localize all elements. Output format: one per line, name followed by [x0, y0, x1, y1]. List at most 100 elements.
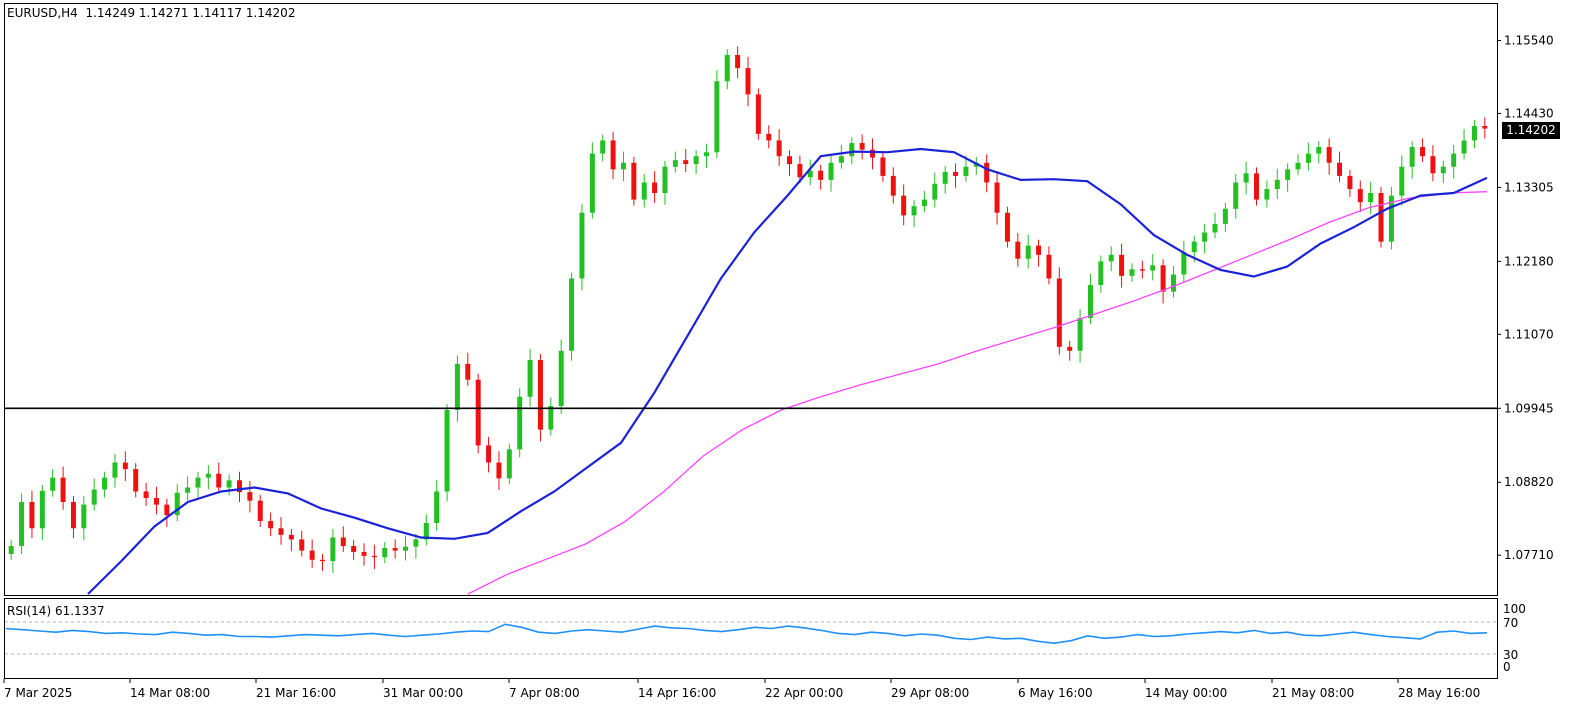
candle-body: [1098, 261, 1104, 286]
candle-body: [1036, 245, 1042, 255]
candle-body: [901, 195, 907, 216]
candle-body: [1015, 241, 1021, 259]
candle-body: [1243, 173, 1249, 183]
candle-body: [1274, 179, 1280, 190]
time-axis-label: 22 Apr 00:00: [765, 686, 843, 700]
candle-body: [1471, 125, 1477, 141]
candle-body: [216, 473, 222, 488]
candle-body: [268, 521, 274, 529]
candle-body: [299, 539, 305, 551]
candle-body: [1004, 212, 1010, 242]
candle-body: [610, 140, 616, 170]
candle-body: [1264, 189, 1270, 200]
candle-body: [205, 473, 211, 478]
candle-body: [548, 405, 554, 430]
candle-body: [91, 489, 97, 505]
candle-body: [1285, 169, 1291, 180]
candle-body: [392, 547, 398, 551]
candle-body: [257, 500, 263, 522]
candle-body: [1025, 245, 1031, 259]
candle-body: [1046, 254, 1052, 279]
candle-body: [662, 166, 668, 194]
symbol-label: EURUSD,H4: [7, 6, 78, 20]
candle-body: [849, 143, 855, 157]
candle-body: [19, 501, 25, 547]
candle-body: [641, 182, 647, 200]
candle-body: [1378, 193, 1384, 242]
candle-body: [880, 157, 886, 176]
candle-body: [1212, 223, 1218, 233]
price-axis-label: 1.14430: [1504, 106, 1554, 120]
candle-body: [703, 152, 709, 157]
price-axis-label: 1.12180: [1504, 254, 1554, 268]
candle-body: [807, 170, 813, 178]
candle-body: [828, 162, 834, 180]
rsi-pane-frame: [4, 598, 1498, 679]
candle-body: [382, 547, 388, 558]
candle-body: [1170, 274, 1176, 292]
rsi-line: [5, 623, 1488, 645]
rsi-axis-0: 0: [1503, 660, 1511, 674]
candle-body: [434, 491, 440, 524]
candle-body: [776, 140, 782, 157]
candle-body: [1108, 254, 1114, 262]
candle-body: [320, 559, 326, 562]
candle-body: [1139, 269, 1145, 271]
candle-body: [29, 501, 35, 529]
candle-body: [475, 379, 481, 446]
candle-body: [724, 54, 730, 82]
candle-body: [50, 477, 56, 491]
candle-body: [112, 462, 118, 478]
candle-body: [870, 149, 876, 158]
candle-body: [1461, 140, 1467, 154]
candle-body: [620, 162, 626, 170]
candle-body: [371, 555, 377, 558]
price-axis-label: 1.09945: [1504, 401, 1554, 415]
candle-body: [1191, 241, 1197, 253]
candle-body: [735, 54, 741, 69]
candle-body: [745, 68, 751, 95]
candle-body: [413, 539, 419, 547]
rsi-label: RSI(14) 61.1337: [7, 604, 105, 618]
candle-body: [1305, 153, 1311, 163]
candle-body: [506, 449, 512, 479]
ma-slow-line: [467, 191, 1488, 595]
candle-body: [859, 143, 865, 150]
candle-body: [890, 175, 896, 196]
time-axis-label: 14 Apr 16:00: [638, 686, 716, 700]
candle-body: [1233, 182, 1239, 209]
candle-body: [8, 546, 14, 554]
high-value: 1.14271: [138, 6, 189, 20]
time-axis-label: 28 May 16:00: [1398, 686, 1480, 700]
candle-body: [454, 363, 460, 410]
candle-body: [330, 537, 336, 562]
candle-body: [652, 182, 658, 194]
candle-body: [1316, 146, 1322, 154]
candle-body: [1347, 175, 1353, 190]
main-pane-frame: [4, 3, 1498, 596]
candle-body: [1409, 146, 1415, 167]
current-price-badge: 1.14202: [1502, 122, 1560, 139]
time-axis-label: 29 Apr 08:00: [891, 686, 969, 700]
price-axis-label: 1.15540: [1504, 33, 1554, 47]
candle-body: [537, 359, 543, 430]
candle-body: [1087, 285, 1093, 318]
candle-body: [39, 490, 45, 529]
candle-body: [226, 480, 232, 488]
chart-header: EURUSD,H4 1.14249 1.14271 1.14117 1.1420…: [7, 6, 295, 20]
candle-body: [1077, 317, 1083, 351]
candle-body: [984, 162, 990, 183]
candle-body: [351, 546, 357, 552]
candle-body: [1440, 166, 1446, 174]
candle-body: [1181, 252, 1187, 275]
candle-body: [1056, 278, 1062, 347]
candle-body: [288, 534, 294, 540]
rsi-axis-100: 100: [1503, 602, 1526, 616]
candle-body: [683, 160, 689, 165]
candle-body: [247, 492, 253, 501]
time-axis-label: 14 May 00:00: [1145, 686, 1227, 700]
candle-body: [60, 477, 66, 502]
candle-body: [921, 199, 927, 207]
